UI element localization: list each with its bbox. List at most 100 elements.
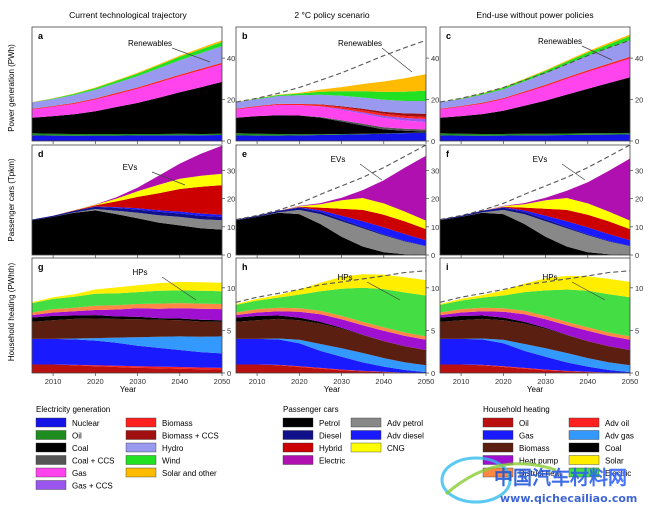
legend-label-solar: Solar	[605, 457, 624, 466]
area-f-adv-diesel	[440, 207, 630, 246]
legend-swatch-adv-gas	[568, 430, 600, 440]
ylabel-cars: Passenger cars (Tpkm)	[7, 158, 16, 241]
legend-label-gas: Gas	[519, 432, 534, 441]
y-tick-label-b-40: 40	[431, 54, 439, 63]
area-h-solar	[236, 274, 426, 305]
area-g-coal	[32, 315, 222, 322]
area-f-hybrid	[440, 206, 630, 241]
legend-cars-title: Passenger cars	[283, 405, 339, 414]
area-h-oil	[236, 364, 426, 373]
area-f-petrol	[440, 212, 630, 255]
ylabel-heat: Household heating (PWhth)	[7, 263, 16, 362]
area-b-wind	[236, 90, 426, 103]
y-tick-label-i-5: 5	[635, 326, 639, 335]
annotation-i: HPs	[542, 273, 557, 282]
legend-swatch-oil	[35, 430, 67, 440]
area-b-oil	[236, 132, 426, 136]
area-h-adv-gas	[236, 338, 426, 373]
legend-swatch-coal	[568, 442, 600, 453]
panel-f: f 0 10 20 30 EVs	[439, 144, 643, 260]
legend-label-hydro: Hydro	[162, 444, 184, 453]
y-tick-label-b-20: 20	[431, 96, 439, 105]
legend-swatch-electric	[568, 467, 600, 478]
y-tick-label-e-30: 30	[431, 166, 439, 175]
legend-swatch-gas-ccs	[35, 480, 67, 490]
area-d-petrol	[32, 210, 222, 255]
annotation-d: EVs	[123, 163, 138, 172]
legend-label-coal: Coal	[605, 444, 622, 453]
panel-letter-i: i	[446, 262, 449, 272]
panel-grid: a02040Renewablesb02040Renewablesc02040Re…	[31, 26, 643, 386]
area-e-adv-diesel	[236, 207, 426, 246]
legend-swatch-coal-ccs	[35, 455, 67, 465]
total-dashed-e	[235, 144, 427, 221]
total-dashed-h	[235, 270, 427, 303]
area-c-nuclear	[440, 134, 630, 141]
area-d-adv-petrol	[32, 209, 222, 230]
legend-swatch-nuclear	[35, 417, 67, 428]
watermark-swoosh-icon	[440, 456, 512, 504]
legend-label-solar-and-other: Solar and other	[162, 469, 217, 478]
panel-b: b 0 20 40 Renewables	[235, 26, 439, 146]
legend-label-district-heat: District heat	[519, 469, 562, 478]
x-tick-label-i-2020: 2020	[495, 377, 512, 386]
area-d-electric	[32, 145, 222, 220]
legend-heating: Household heating Oil Adv oil Gas Adv gas Bi…	[482, 405, 634, 478]
x-tick-label-g-2040: 2040	[171, 377, 188, 386]
area-g-biomass	[32, 318, 222, 339]
total-dashed-b	[235, 39, 427, 103]
legend-swatch-hybrid	[282, 442, 314, 453]
total-dashed-i	[439, 270, 631, 303]
y-tick-label-e-0: 0	[431, 251, 435, 260]
area-i-heat-pump	[440, 311, 630, 350]
panel-letter-d: d	[38, 149, 44, 159]
legend-label-hybrid: Hybrid	[319, 444, 342, 453]
legend-swatch-wind	[125, 455, 157, 465]
area-i-district-heat	[440, 307, 630, 340]
x-tick-label-g-2050: 2050	[214, 377, 231, 386]
legend-swatch-solar	[568, 455, 600, 465]
y-tick-label-d-30: 30	[227, 166, 235, 175]
panel-frame-d	[31, 144, 223, 256]
x-tick-label-i-2010: 2010	[453, 377, 470, 386]
legend-swatch-adv-petrol	[350, 417, 382, 428]
area-b-solar-and-other	[236, 74, 426, 103]
area-g-solar	[32, 281, 222, 304]
panel-letter-b: b	[242, 31, 248, 41]
area-a-gas	[32, 64, 222, 118]
x-tick-label-i-2030: 2030	[537, 377, 554, 386]
area-e-adv-petrol	[236, 209, 426, 255]
legend-label-adv-gas: Adv gas	[605, 432, 634, 441]
panel-frame-h	[235, 257, 427, 374]
xlabel-1: Year	[120, 385, 137, 394]
area-a-oil	[32, 133, 222, 136]
area-g-adv-gas	[32, 336, 222, 354]
y-tick-label-d-10: 10	[227, 223, 235, 232]
panel-d: d 0 10 20 30 EVs	[31, 144, 235, 260]
area-c-coal	[440, 77, 630, 134]
panel-letter-c: c	[446, 31, 451, 41]
area-e-cng	[236, 198, 426, 230]
legend-swatch-gas	[35, 467, 67, 478]
x-tick-label-g-2030: 2030	[129, 377, 146, 386]
annotation-c: Renewables	[538, 37, 582, 46]
area-e-petrol	[236, 212, 426, 255]
y-tick-label-e-20: 20	[431, 195, 439, 204]
area-b-biomass	[236, 103, 426, 119]
legend-label-nuclear: Nuclear	[72, 419, 100, 428]
panel-frame-c	[439, 26, 631, 142]
panel-c: c 0 20 40 Renewables	[439, 26, 643, 146]
y-tick-label-f-30: 30	[635, 166, 643, 175]
legend-label-heat-pump: Heat pump	[519, 457, 559, 466]
panel-letter-a: a	[38, 31, 44, 41]
legend-label-coal: Coal	[72, 444, 89, 453]
legend-label-wind: Wind	[162, 457, 180, 466]
area-h-electric	[236, 287, 426, 337]
area-d-hybrid	[32, 185, 222, 220]
x-tick-label-h-2020: 2020	[291, 377, 308, 386]
area-f-electric	[440, 158, 630, 221]
area-h-coal	[236, 315, 426, 350]
legend-label-electric: Electric	[605, 469, 631, 478]
annotation-a: Renewables	[128, 39, 172, 48]
